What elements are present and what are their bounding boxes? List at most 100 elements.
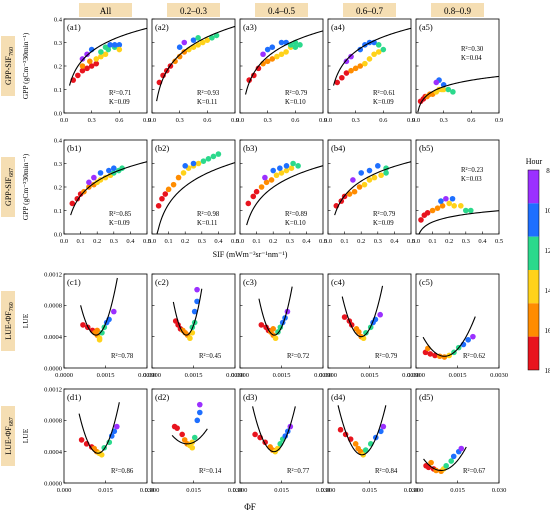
data-point (175, 174, 182, 181)
x-tick-label: 0.030 (492, 487, 507, 494)
r-squared-label: R²=0.72 (287, 353, 310, 360)
x-tick-label: 0.0 (236, 117, 244, 124)
data-point (283, 163, 290, 169)
data-point (182, 163, 188, 169)
column-header-label: 0.6–0.7 (356, 6, 384, 16)
data-point (96, 337, 103, 343)
data-point (450, 89, 456, 95)
data-point (79, 56, 86, 62)
y-tick-label: 0.0012 (44, 386, 62, 393)
data-point (253, 188, 260, 195)
data-point (438, 198, 444, 204)
data-point (160, 72, 166, 79)
x-tick-label: 0.000 (145, 487, 160, 494)
panel-label: (b2) (155, 143, 169, 153)
data-point (93, 60, 100, 67)
x-tick-label: 0.4 (126, 238, 135, 245)
data-point (196, 409, 203, 416)
panel-frame (327, 273, 412, 369)
colorbar-tick-label: 8 (546, 167, 550, 175)
data-point (371, 174, 378, 181)
data-point (428, 459, 434, 466)
panel-label: (a5) (419, 22, 433, 32)
data-point (278, 170, 285, 176)
data-point (343, 58, 350, 65)
panel-label: (b4) (331, 143, 345, 153)
x-tick-label: 0.000 (409, 487, 424, 494)
panel-frame (239, 139, 324, 235)
row-header-box (1, 291, 15, 351)
data-point (116, 42, 123, 48)
data-point (343, 70, 350, 76)
panel-label: (c1) (67, 277, 81, 287)
x-tick-label: 0.5 (319, 238, 327, 245)
data-point (424, 210, 431, 216)
x-tick-label: 0.000 (57, 487, 72, 494)
data-point (380, 423, 387, 430)
data-point (199, 39, 206, 46)
data-point (448, 458, 455, 464)
data-point (93, 56, 100, 62)
panel-frame (151, 139, 236, 235)
fit-curve (80, 277, 118, 336)
x-tick-label: 0.0 (324, 117, 332, 124)
panel-label: (d1) (67, 392, 81, 402)
colorbar-segment (528, 270, 539, 304)
panel: 0.0 0.1 0.2 0.3 0.4 0.5 (b3) R²=0.89 K=0.10 (236, 139, 327, 245)
data-point (187, 335, 193, 342)
data-point (378, 172, 384, 179)
data-point (418, 217, 424, 223)
panel-label: (b1) (67, 143, 81, 153)
row-header-label: LUE-ΦF760 (4, 302, 15, 340)
data-point (274, 445, 281, 452)
data-point (179, 431, 185, 438)
panel-label: (a4) (331, 22, 345, 32)
panel-frame (239, 388, 324, 484)
x-tick-label: 0.9 (231, 117, 239, 124)
data-point (98, 49, 104, 55)
x-tick-label: 0.3 (198, 238, 206, 245)
data-point (350, 177, 356, 183)
data-point (107, 42, 113, 48)
data-point (383, 170, 389, 176)
data-point (363, 329, 369, 336)
colorbar-tick-label: 16 (545, 327, 550, 335)
y-tick-label: 0.0008 (44, 418, 62, 425)
r-squared-label: R²=0.67 (463, 468, 486, 475)
data-point (268, 177, 275, 183)
x-tick-label: 0.015 (274, 487, 289, 494)
data-point (91, 174, 97, 181)
data-point (278, 51, 285, 58)
r-squared-label: R²=0.71 (109, 90, 131, 97)
fit-curve (423, 446, 467, 472)
data-point (88, 63, 95, 69)
x-tick-label: 0.5 (143, 238, 151, 245)
x-tick-label: 0.3 (110, 238, 118, 245)
data-point (273, 172, 280, 179)
data-point (264, 46, 271, 53)
data-point (427, 351, 434, 357)
data-point (295, 163, 301, 169)
r-squared-label: R²=0.79 (375, 353, 398, 360)
fit-curve (341, 285, 384, 338)
x-tick-label: 0.5 (407, 238, 415, 245)
panel-label: (b5) (419, 143, 433, 153)
data-point (181, 49, 188, 55)
x-tick-label: 0.0015 (97, 372, 115, 379)
fit-curve (69, 27, 148, 86)
data-point (458, 445, 465, 452)
panel-frame (239, 18, 324, 114)
data-point (189, 444, 196, 451)
x-tick-label: 0.6 (467, 117, 476, 124)
data-point (204, 37, 211, 43)
data-point (346, 191, 353, 197)
panel: 0.0 0.3 0.6 0.9 (a5) R²=0.30 K=0.04 (412, 18, 503, 124)
panel: 0.000 0.015 0.030 (d3) R²=0.77 (233, 388, 330, 494)
panel: 0.0000 0.0015 0.0030 (c3) R²=0.72 (231, 273, 332, 379)
data-point (205, 156, 212, 162)
data-point (269, 56, 276, 62)
x-tick-label: 0.1 (429, 238, 437, 245)
k-value-label: K=0.10 (285, 99, 306, 106)
r-squared-label: R²=0.85 (109, 211, 132, 218)
panel-frame (327, 139, 412, 235)
